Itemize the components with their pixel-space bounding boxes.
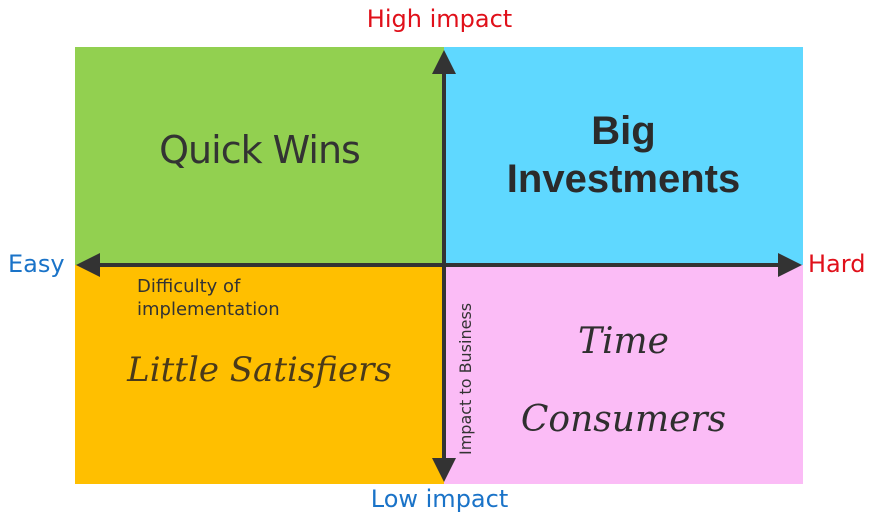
little-satisfiers-title: Little Satisfiers [127, 350, 392, 390]
time-consumers-line2: Consumers [520, 399, 727, 440]
time-consumers-title: Time Consumers [444, 303, 803, 459]
impact-axis-note-text: Impact to Business [456, 302, 475, 455]
quadrant-big-investments [444, 47, 803, 265]
difficulty-axis-note-line1: Difficulty of [137, 276, 241, 297]
difficulty-axis-note-line2: implementation [137, 299, 280, 320]
low-impact-label: Low impact [370, 485, 509, 513]
big-investments-line1: Big [591, 109, 656, 153]
difficulty-axis-note: Difficulty of implementation [137, 275, 280, 321]
quick-wins-title: Quick Wins [159, 128, 361, 172]
big-investments-title: Big Investments [444, 107, 803, 203]
quadrant-little-satisfiers [75, 265, 444, 484]
time-consumers-line1: Time [578, 321, 669, 362]
quadrant-quick-wins [75, 47, 444, 265]
high-impact-label: High impact [366, 5, 513, 33]
big-investments-line2: Investments [506, 157, 741, 201]
easy-label: Easy [8, 250, 65, 278]
quadrant-time-consumers [444, 265, 803, 484]
hard-label: Hard [808, 250, 866, 278]
